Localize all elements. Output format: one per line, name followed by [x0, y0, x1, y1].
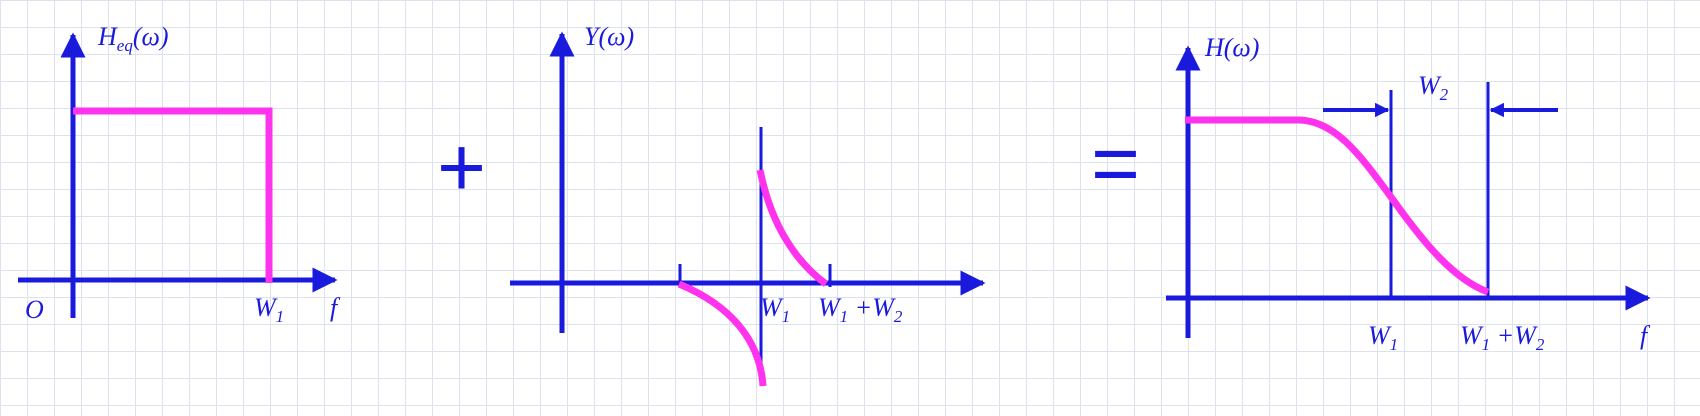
panel-heq: Heq(ω) O W1 f	[18, 22, 341, 326]
panel1-heq-curve	[73, 107, 273, 283]
panel3-h-curve	[1185, 116, 1490, 296]
panel3-w1-label: W1	[1368, 321, 1398, 354]
panel2-upper-curve	[756, 169, 829, 287]
panel2-w1w2-label: W1 +W2	[818, 293, 903, 326]
panel2-lower-curve	[677, 280, 767, 387]
panel1-origin-label: O	[25, 295, 44, 324]
panel3-w2-label: W2	[1418, 71, 1449, 104]
equals-operator: =	[1091, 116, 1140, 210]
panel3-f-label: f	[1640, 321, 1651, 350]
panel-y: Y(ω) W1 W1 +W2	[510, 22, 986, 387]
panel3-w1w2-label: W1 +W2	[1460, 321, 1545, 354]
panel3-title: H(ω)	[1204, 33, 1259, 62]
panel1-title: Heq(ω)	[97, 22, 169, 55]
panel1-f-label: f	[330, 293, 341, 322]
panel2-w1-label: W1	[760, 293, 790, 326]
panel2-title: Y(ω)	[584, 22, 634, 51]
panel-h: H(ω) W2 W1 W1 +W2 f	[1166, 33, 1651, 354]
plus-operator: +	[437, 120, 486, 214]
panel1-w1-label: W1	[254, 293, 284, 326]
